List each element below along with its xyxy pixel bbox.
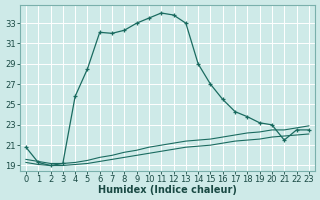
X-axis label: Humidex (Indice chaleur): Humidex (Indice chaleur) <box>98 185 237 195</box>
